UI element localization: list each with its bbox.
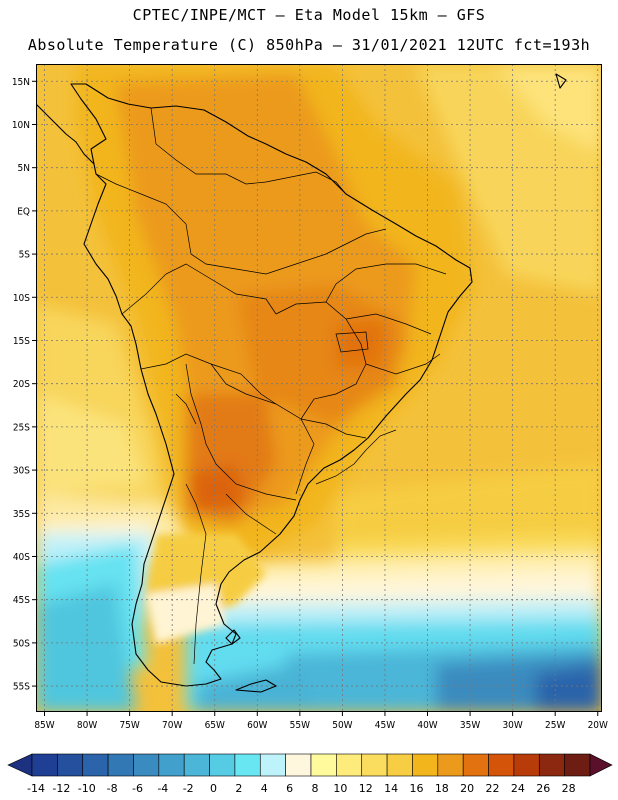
colorbar-swatch [361, 753, 388, 777]
title-line-1: CPTEC/INPE/MCT – Eta Model 15km – GFS [132, 6, 486, 24]
colorbar-swatch [513, 753, 540, 777]
lat-tick-label: EQ [17, 206, 30, 217]
lat-tick-label: 40S [13, 552, 30, 563]
country-borders [95, 107, 447, 665]
colorbar-swatch [437, 753, 464, 777]
map-panel [36, 64, 602, 712]
lat-tick-label: 15N [12, 77, 30, 88]
colorbar-label: -10 [78, 782, 96, 795]
colorbar-label: 2 [235, 782, 242, 795]
colorbar-swatch [234, 753, 261, 777]
colorbar-label: -14 [27, 782, 45, 795]
map-frame [36, 64, 602, 712]
colorbar-label: 16 [409, 782, 423, 795]
colorbar-swatch [31, 753, 58, 777]
lat-tick-label: 50S [13, 638, 30, 649]
colorbar-label: -12 [52, 782, 70, 795]
colorbar-label: 6 [286, 782, 293, 795]
colorbar-swatch [285, 753, 312, 777]
colorbar-label: 22 [486, 782, 500, 795]
lon-tick-label: 75W [119, 720, 139, 731]
temperature-field [36, 64, 602, 712]
colorbar-swatch [488, 753, 515, 777]
lat-tick-label: 20S [13, 379, 30, 390]
colorbar-swatch [107, 753, 134, 777]
colorbar-label: 20 [460, 782, 474, 795]
colorbar-swatch [310, 753, 337, 777]
lon-tick-label: 55W [290, 720, 310, 731]
lat-tick-label: 55S [13, 682, 30, 693]
colorbar-label: -2 [183, 782, 194, 795]
lon-tick-label: 85W [34, 720, 54, 731]
colorbar-swatch [133, 753, 160, 777]
colorbar-high-arrow [589, 753, 613, 777]
colorbar-label: -6 [132, 782, 143, 795]
colorbar-label: 12 [359, 782, 373, 795]
colorbar-label: 14 [384, 782, 398, 795]
graticule [36, 64, 602, 712]
colorbar-swatch [209, 753, 236, 777]
lon-tick-label: 30W [502, 720, 522, 731]
colorbar-label: 10 [333, 782, 347, 795]
lon-tick-label: 35W [460, 720, 480, 731]
colorbar-swatch [82, 753, 109, 777]
colorbar-label: 28 [562, 782, 576, 795]
lat-tick-label: 45S [13, 595, 30, 606]
lon-tick-label: 80W [77, 720, 97, 731]
lon-tick-label: 20W [588, 720, 608, 731]
colorbar-label: 26 [536, 782, 550, 795]
temperature-map [36, 64, 602, 712]
colorbar-label: 24 [511, 782, 525, 795]
lon-tick-label: 25W [545, 720, 565, 731]
map-axes: 15N 10N 5N EQ 5S 10S 15S 20S 25S 30S 35S 40S 45S 50S 5… [12, 77, 608, 731]
colorbar-label: 18 [435, 782, 449, 795]
colorbar-swatch [412, 753, 439, 777]
colorbar: -14 -12 -10 -8 -6 -4 -2 0 2 4 6 8 10 12 14 16 18 20 22 24 26… [7, 753, 613, 795]
lon-tick-label: 70W [162, 720, 182, 731]
lat-tick-label: 5S [19, 250, 31, 261]
colorbar-low-arrow [7, 753, 33, 777]
colorbar-swatch [158, 753, 185, 777]
colorbar-swatch [386, 753, 413, 777]
lon-tick-label: 40W [417, 720, 437, 731]
colorbar-swatch [259, 753, 286, 777]
lon-tick-label: 60W [247, 720, 267, 731]
colorbar-label: 0 [210, 782, 217, 795]
colorbar-swatch [462, 753, 489, 777]
colorbar-label: 8 [312, 782, 319, 795]
lat-tick-label: 25S [13, 422, 30, 433]
colorbar-label: -8 [107, 782, 118, 795]
coastline [36, 73, 567, 693]
colorbar-swatch [336, 753, 363, 777]
lat-tick-label: 15S [13, 336, 30, 347]
lat-tick-label: 10N [12, 120, 30, 131]
lon-tick-label: 45W [375, 720, 395, 731]
lat-tick-label: 35S [13, 509, 30, 520]
colorbar-swatch [538, 753, 565, 777]
colorbar-label: 4 [261, 782, 268, 795]
colorbar-swatch [183, 753, 210, 777]
lat-tick-label: 10S [13, 293, 30, 304]
lon-tick-label: 65W [205, 720, 225, 731]
lat-tick-label: 5N [18, 163, 30, 174]
colorbar-label: -4 [157, 782, 168, 795]
lon-tick-label: 50W [332, 720, 352, 731]
lat-tick-label: 30S [13, 466, 30, 477]
colorbar-swatch [564, 753, 591, 777]
colorbar-swatch [57, 753, 84, 777]
title-line-2: Absolute Temperature (C) 850hPa – 31/01/… [27, 36, 591, 54]
